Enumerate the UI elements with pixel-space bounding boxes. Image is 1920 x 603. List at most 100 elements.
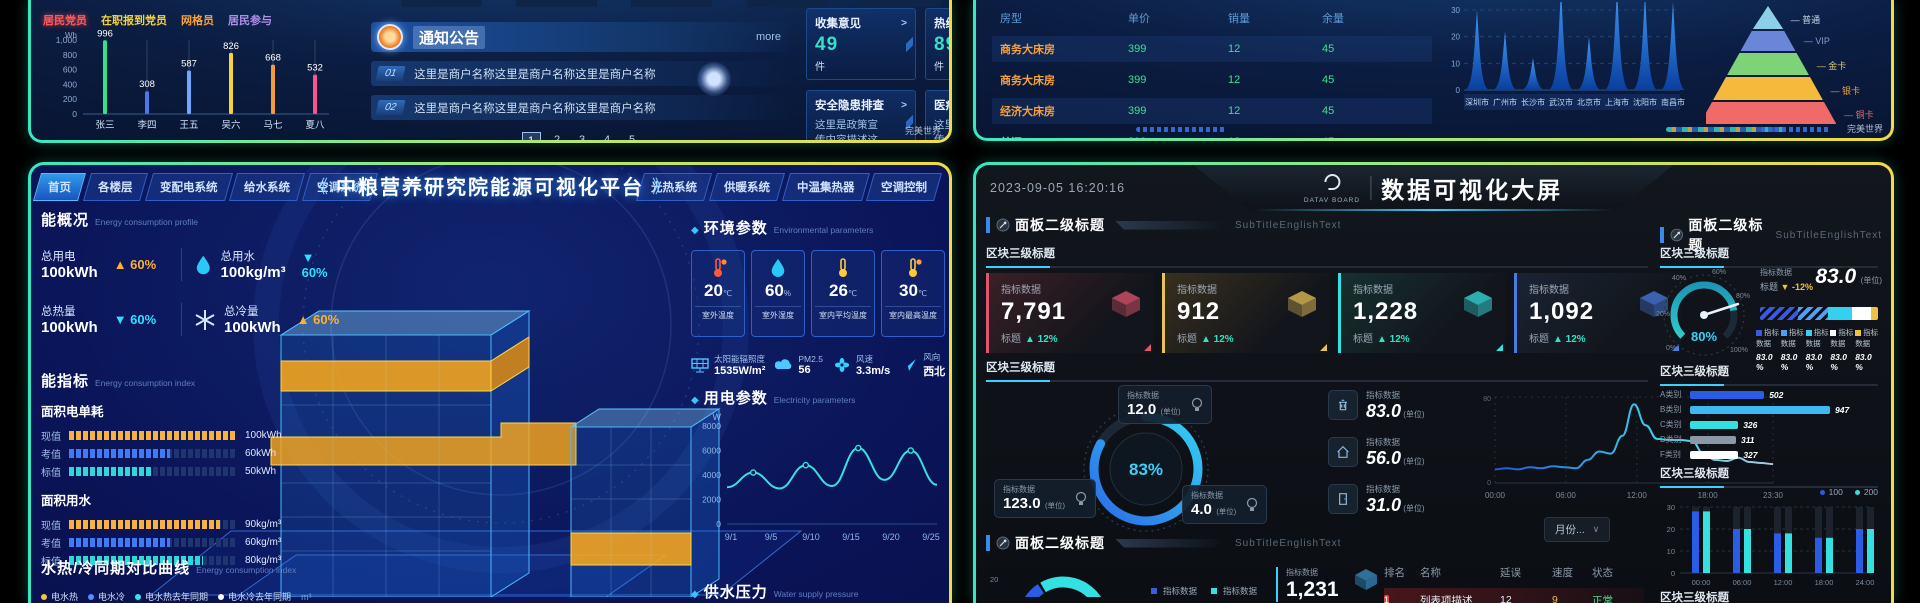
- table-cell: 399: [1120, 43, 1220, 55]
- nav-tab[interactable]: 中温集热器: [781, 173, 869, 201]
- column-header: 状态: [1592, 565, 1642, 580]
- kpi-delta: ▲ 12%: [1553, 334, 1586, 345]
- gauge-stat: 指标数据 标题 ▼ -12%: [1760, 267, 1813, 293]
- env-unit: ℃: [723, 289, 732, 298]
- table-cell: 12: [1220, 136, 1314, 138]
- page-button[interactable]: 4: [599, 132, 616, 140]
- index-bar-label: 考值: [41, 535, 69, 550]
- env-value: 60: [765, 281, 784, 300]
- svg-text:308: 308: [139, 79, 155, 90]
- section-title: 区块三级标题: [1660, 589, 1878, 603]
- energy-title-banner: 《 中粮营养研究院能源可视化平台 》: [310, 171, 670, 200]
- stat-card-value: 89: [934, 34, 949, 56]
- donut-legend: 指标数据指标数据: [1151, 585, 1271, 597]
- timestamp: 2023-09-05 16:20:16: [990, 181, 1125, 195]
- page-button[interactable]: 5: [624, 132, 641, 140]
- stat-card-unit: 件: [815, 58, 907, 73]
- nav-tab[interactable]: 各楼层: [83, 173, 148, 201]
- svg-text:0: 0: [716, 519, 721, 529]
- nav-tab[interactable]: 空调控制: [866, 173, 942, 201]
- status-cell: 正常: [1592, 593, 1642, 603]
- stack-legend-item: 指标数据: [1781, 327, 1806, 349]
- legend-tab[interactable]: 居民参与: [228, 12, 272, 28]
- tick-icon: [986, 535, 990, 551]
- stat-unit: (单位): [1045, 501, 1065, 510]
- nav-tab[interactable]: 变配电系统: [144, 173, 232, 201]
- section-title: 区块三级标题: [986, 245, 1648, 261]
- kpi-sub-label: 标题: [1353, 334, 1373, 345]
- page-button[interactable]: 3: [574, 132, 591, 140]
- axis-tick-label: 00:00: [1485, 491, 1505, 500]
- donut-axis-tick: 20: [990, 575, 998, 584]
- bracket-right-icon: 》: [652, 173, 670, 199]
- legend-square-icon: [1151, 588, 1157, 594]
- extra-label: 风向: [923, 351, 945, 363]
- svg-text:0: 0: [1456, 86, 1461, 95]
- tick-icon: [986, 217, 990, 233]
- month-dropdown[interactable]: 月份... ∨: [1544, 517, 1610, 542]
- legend-tab[interactable]: 在职报到党员: [101, 12, 167, 28]
- nav-tab[interactable]: 供暖系统: [708, 173, 784, 201]
- nav-tab[interactable]: 首页: [33, 173, 86, 201]
- section-title: 供水压力: [704, 584, 768, 601]
- compass-icon: [996, 536, 1010, 550]
- stat-card[interactable]: 热线投诉>89件: [925, 8, 949, 80]
- legend-item: 指标数据: [1151, 585, 1197, 597]
- chip-label: 指标数据: [1366, 389, 1425, 401]
- compass-icon: [996, 218, 1010, 232]
- scrollbar-decoration-right[interactable]: [1761, 127, 1831, 132]
- extra-value: 西北: [923, 363, 945, 379]
- stat-card-value: 49: [815, 34, 907, 56]
- section-title: 水热/冷同期对比曲线: [41, 560, 190, 577]
- stat-label: 指标数据: [1191, 490, 1236, 501]
- hbar-value: 327: [1743, 450, 1757, 460]
- page-button[interactable]: 2: [549, 132, 566, 140]
- notice-item-text: 这里是商户名称这里是商户名称这里是商户名称: [414, 66, 656, 82]
- notice-more-link[interactable]: more: [756, 31, 781, 43]
- legend-tab[interactable]: 网格员: [181, 12, 214, 28]
- service-card[interactable]: 安全隐患排查>这里是政策宣传内容描述这: [806, 90, 916, 140]
- dropdown-value: 月份...: [1555, 522, 1585, 537]
- scrollbar-decoration[interactable]: [1136, 127, 1226, 132]
- svg-text:武汉市: 武汉市: [1549, 97, 1573, 107]
- axis-tick-label: 12:00: [1627, 491, 1647, 500]
- stat-trend: ▲ 60%: [114, 257, 157, 272]
- env-label: 室内平均温度: [815, 306, 871, 321]
- gauge-tick-label: 100%: [1730, 347, 1748, 354]
- thermometer-icon: [833, 257, 853, 279]
- table-cell: 399: [1120, 136, 1220, 138]
- svg-text:深圳市: 深圳市: [1465, 97, 1489, 107]
- index-bar-label: 现值: [41, 428, 69, 443]
- pyramid-label: — 普通: [1791, 13, 1821, 26]
- gauge-tick-label: 40%: [1672, 275, 1686, 282]
- table-cell: 45: [1314, 136, 1408, 138]
- svg-text:沈阳市: 沈阳市: [1633, 97, 1657, 107]
- section-subtitle: Water supply pressure: [774, 589, 859, 599]
- legend-square-icon: [1756, 330, 1762, 336]
- notice-pagination: 12345: [371, 132, 791, 140]
- legend-tab[interactable]: 居民党员: [43, 12, 87, 28]
- notice-item-number: 02: [375, 100, 405, 115]
- hbar-fill: [1690, 451, 1738, 459]
- svg-text:20: 20: [1451, 33, 1460, 42]
- nav-tab[interactable]: 给水系统: [229, 173, 305, 201]
- stack-segment: [1852, 307, 1871, 320]
- svg-text:南昌市: 南昌市: [1661, 97, 1685, 107]
- page-button[interactable]: 1: [522, 132, 541, 140]
- env-card-icon: [695, 257, 741, 281]
- section-block-1: 区块三级标题: [986, 245, 1648, 268]
- chevron-down-icon: ∨: [1593, 524, 1600, 535]
